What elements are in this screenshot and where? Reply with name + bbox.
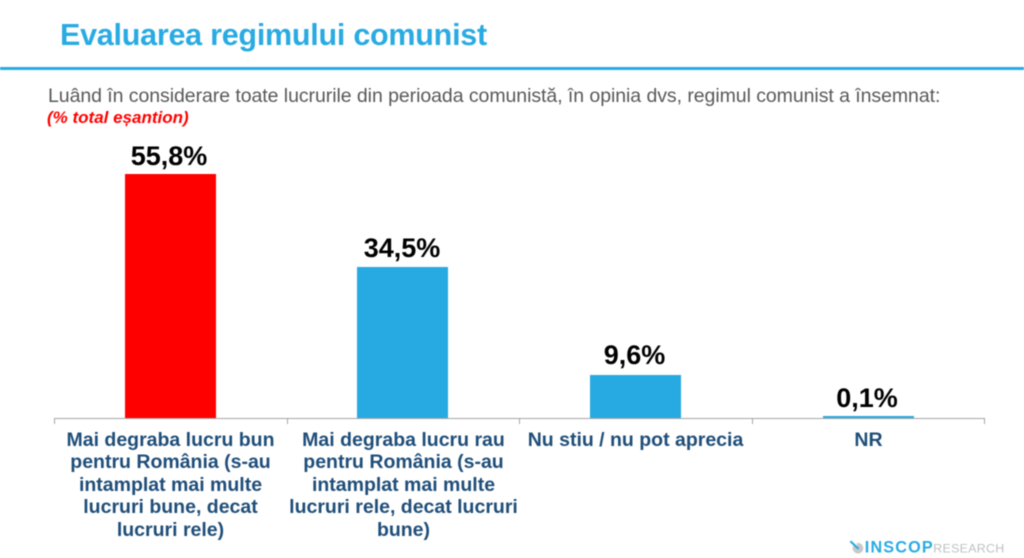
svg-text:INSCOP: INSCOP: [865, 539, 934, 557]
svg-text:RESEARCH: RESEARCH: [933, 542, 1004, 556]
